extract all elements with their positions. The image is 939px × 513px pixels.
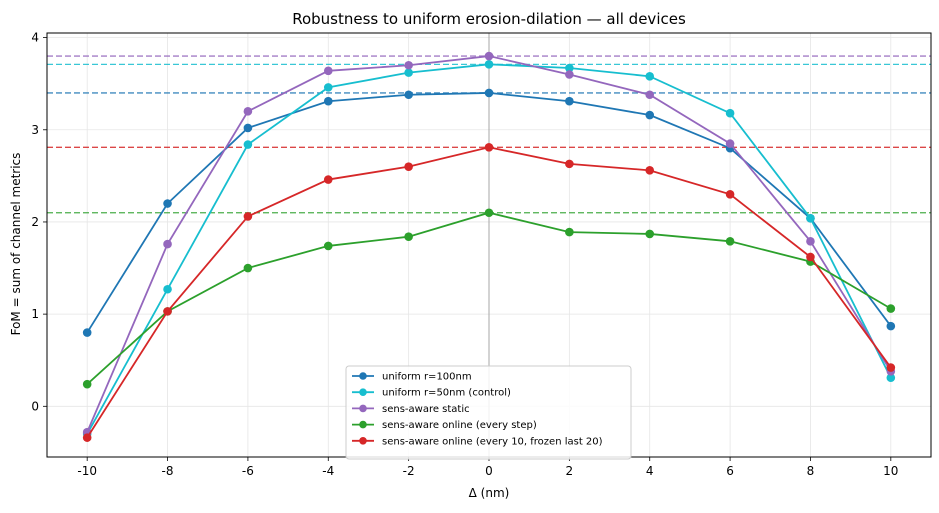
axes: -10 -8 -6 -4 -2 0 2 4 6 8 10 0 1 2 3 4 bbox=[31, 31, 932, 478]
data-point bbox=[484, 142, 494, 152]
data-point bbox=[404, 90, 413, 100]
data-point bbox=[323, 96, 333, 106]
data-point bbox=[886, 373, 896, 383]
data-point bbox=[484, 88, 494, 98]
data-point bbox=[163, 307, 172, 316]
legend-marker bbox=[359, 388, 367, 397]
series-4 bbox=[82, 142, 896, 442]
data-point bbox=[645, 110, 655, 120]
data-point bbox=[645, 229, 655, 239]
data-point bbox=[645, 166, 655, 175]
legend: uniform r=100nm uniform r=50nm (control) s… bbox=[345, 365, 632, 460]
x-tick-label: -10 bbox=[77, 464, 97, 478]
x-tick-label: 6 bbox=[726, 464, 734, 478]
x-tick-label: 0 bbox=[485, 464, 493, 478]
data-point bbox=[886, 363, 896, 372]
x-tick-label: 10 bbox=[883, 464, 898, 478]
data-point bbox=[163, 284, 172, 294]
data-point bbox=[82, 433, 92, 442]
data-point bbox=[243, 212, 253, 221]
data-point bbox=[565, 227, 574, 237]
x-tick-label: 8 bbox=[807, 464, 815, 478]
data-point bbox=[645, 90, 655, 100]
data-point bbox=[565, 70, 574, 79]
data-point bbox=[806, 237, 815, 246]
y-tick-label: 0 bbox=[31, 399, 39, 413]
data-point bbox=[725, 139, 735, 148]
data-point bbox=[645, 72, 655, 81]
data-point bbox=[886, 321, 896, 331]
legend-entry: sens-aware static bbox=[352, 404, 470, 415]
series-layer bbox=[82, 51, 896, 442]
data-point bbox=[243, 107, 253, 116]
data-point bbox=[323, 175, 333, 184]
data-point bbox=[82, 379, 92, 389]
legend-label: sens-aware online (every 10, frozen last… bbox=[382, 436, 603, 447]
data-point bbox=[565, 159, 574, 169]
chart-title: Robustness to uniform erosion-dilation —… bbox=[292, 10, 686, 28]
x-tick-label: 4 bbox=[646, 464, 654, 478]
legend-marker bbox=[359, 404, 367, 413]
x-tick-label: 2 bbox=[566, 464, 574, 478]
data-point bbox=[163, 199, 172, 208]
x-axis-label: Δ (nm) bbox=[469, 486, 510, 500]
data-point bbox=[404, 232, 413, 242]
legend-label: sens-aware online (every step) bbox=[382, 420, 537, 431]
data-point bbox=[163, 239, 172, 249]
data-point bbox=[323, 83, 333, 92]
legend-marker bbox=[359, 420, 367, 429]
legend-marker bbox=[359, 437, 367, 445]
legend-marker bbox=[359, 372, 367, 380]
data-point bbox=[323, 66, 333, 76]
data-point bbox=[404, 68, 413, 77]
y-tick-label: 4 bbox=[31, 31, 39, 45]
legend-box bbox=[345, 365, 632, 460]
data-point bbox=[484, 51, 494, 61]
data-point bbox=[725, 237, 735, 246]
x-tick-label: -2 bbox=[403, 464, 415, 478]
data-point bbox=[806, 213, 815, 223]
data-point bbox=[886, 304, 896, 313]
legend-entry: uniform r=100nm bbox=[352, 372, 472, 383]
legend-entry: uniform r=50nm (control) bbox=[352, 388, 511, 399]
data-point bbox=[243, 123, 253, 133]
data-point bbox=[806, 252, 815, 262]
legend-entry: sens-aware online (every 10, frozen last… bbox=[352, 436, 603, 447]
y-tick-label: 1 bbox=[31, 307, 39, 321]
data-point bbox=[243, 263, 253, 273]
legend-label: uniform r=50nm (control) bbox=[382, 388, 511, 399]
data-point bbox=[82, 328, 92, 337]
data-point bbox=[725, 108, 735, 118]
data-point bbox=[404, 162, 413, 171]
y-axis-label: FoM = sum of channel metrics bbox=[9, 153, 23, 336]
data-point bbox=[725, 190, 735, 199]
x-tick-label: -6 bbox=[242, 464, 254, 478]
data-point bbox=[565, 96, 574, 106]
data-point bbox=[484, 60, 494, 69]
data-point bbox=[323, 241, 333, 251]
legend-label: uniform r=100nm bbox=[382, 372, 472, 383]
x-tick-label: -8 bbox=[162, 464, 174, 478]
legend-entry: sens-aware online (every step) bbox=[352, 420, 537, 431]
y-tick-label: 2 bbox=[31, 215, 39, 229]
legend-label: sens-aware static bbox=[382, 404, 470, 415]
data-point bbox=[484, 208, 494, 218]
data-point bbox=[565, 63, 574, 73]
data-point bbox=[243, 140, 253, 149]
data-point bbox=[404, 60, 413, 70]
x-tick-label: -4 bbox=[322, 464, 334, 478]
y-tick-label: 3 bbox=[31, 123, 39, 137]
